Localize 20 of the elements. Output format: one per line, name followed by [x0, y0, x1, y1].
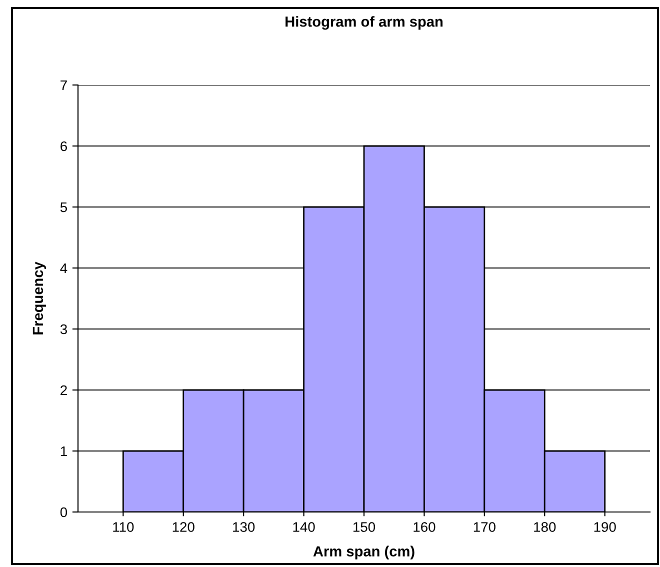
y-tick-label: 2 [60, 385, 67, 396]
y-tick-label: 4 [60, 263, 68, 274]
y-tick-label: 7 [60, 80, 67, 90]
x-tick-label: 110 [113, 522, 134, 532]
x-tick-label: 170 [474, 522, 496, 532]
y-tick-label: 6 [60, 141, 67, 152]
y-tick-label: 3 [60, 324, 67, 334]
y-axis-title: Frequency [32, 262, 46, 334]
x-axis-title: Arm span (cm) [313, 546, 414, 560]
y-tick-label: 0 [60, 507, 68, 518]
x-tick-label: 130 [233, 522, 255, 532]
x-tick-label: 120 [172, 522, 194, 532]
y-tick-label: 5 [60, 202, 67, 212]
x-tick-label: 140 [293, 522, 315, 532]
x-tick-label: 150 [353, 522, 376, 532]
x-tick-label: 160 [414, 522, 436, 532]
x-tick-label: 190 [594, 522, 616, 532]
chart-title: Histogram of arm span [286, 16, 443, 30]
y-tick-label: 1 [60, 446, 67, 456]
x-tick-label: 180 [534, 522, 556, 532]
